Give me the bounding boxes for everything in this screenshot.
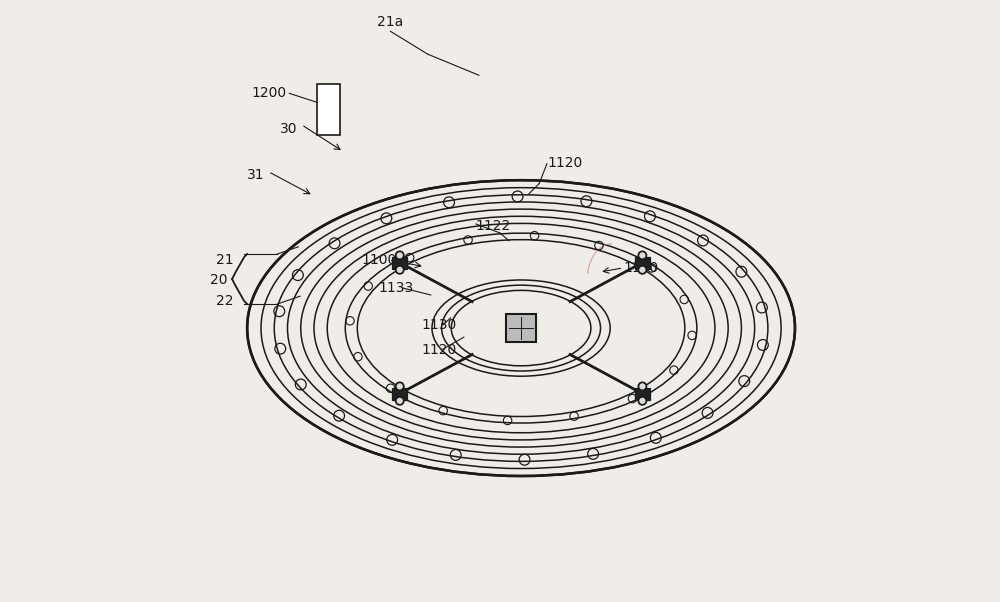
Circle shape xyxy=(640,399,645,403)
FancyBboxPatch shape xyxy=(506,314,536,342)
Circle shape xyxy=(397,267,402,272)
Text: 20: 20 xyxy=(210,273,227,287)
Text: 1100: 1100 xyxy=(362,253,397,267)
Circle shape xyxy=(397,399,402,403)
Text: 21a: 21a xyxy=(377,15,404,29)
Text: 1130: 1130 xyxy=(422,318,457,332)
Bar xyxy=(392,388,407,400)
Text: 21: 21 xyxy=(216,253,234,267)
Text: 22: 22 xyxy=(216,294,234,308)
Circle shape xyxy=(640,267,645,272)
Bar xyxy=(392,256,407,268)
Circle shape xyxy=(638,265,647,274)
Circle shape xyxy=(640,253,645,258)
Circle shape xyxy=(396,382,404,391)
Circle shape xyxy=(397,384,402,389)
Text: 30: 30 xyxy=(280,122,298,136)
Circle shape xyxy=(396,397,404,405)
Circle shape xyxy=(396,265,404,274)
Circle shape xyxy=(638,397,647,405)
Circle shape xyxy=(640,384,645,389)
Circle shape xyxy=(397,253,402,258)
Text: 1200: 1200 xyxy=(251,86,286,101)
Text: 1122: 1122 xyxy=(476,219,511,233)
Circle shape xyxy=(638,251,647,259)
Bar xyxy=(317,84,340,135)
Bar xyxy=(635,256,650,268)
Circle shape xyxy=(396,251,404,259)
Ellipse shape xyxy=(247,180,795,476)
Text: 1120: 1120 xyxy=(422,343,457,358)
Text: 1100: 1100 xyxy=(623,261,659,275)
Bar xyxy=(635,388,650,400)
Text: 1120: 1120 xyxy=(547,155,582,170)
Text: 1133: 1133 xyxy=(378,281,414,295)
Text: 31: 31 xyxy=(247,167,265,182)
Circle shape xyxy=(638,382,647,391)
